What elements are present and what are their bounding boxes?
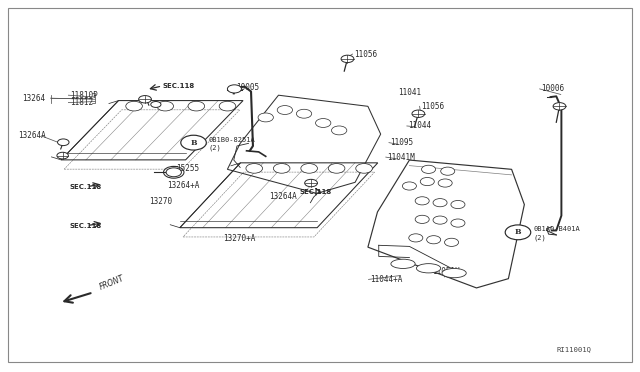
Text: 11810P: 11810P <box>70 91 97 100</box>
Circle shape <box>441 167 455 175</box>
Text: 11056: 11056 <box>354 49 377 58</box>
Text: 11044: 11044 <box>408 122 431 131</box>
Ellipse shape <box>417 264 441 273</box>
Text: 11041: 11041 <box>398 88 421 97</box>
Text: 13264A: 13264A <box>269 192 297 201</box>
Text: 11056: 11056 <box>421 102 444 111</box>
Text: FRONT: FRONT <box>98 273 125 292</box>
Text: 13264A: 13264A <box>19 131 46 141</box>
Circle shape <box>412 110 425 118</box>
Circle shape <box>409 234 423 242</box>
Circle shape <box>273 164 290 173</box>
Text: 0B1B0-8251A: 0B1B0-8251A <box>209 137 255 143</box>
Text: 11095: 11095 <box>390 138 413 147</box>
Circle shape <box>188 101 205 111</box>
Circle shape <box>403 182 417 190</box>
Text: 11812: 11812 <box>70 98 93 107</box>
Circle shape <box>422 165 436 173</box>
Circle shape <box>246 164 262 173</box>
Circle shape <box>451 201 465 209</box>
Text: 13270: 13270 <box>149 197 172 206</box>
Circle shape <box>296 109 312 118</box>
Text: SEC.118: SEC.118 <box>300 189 332 195</box>
Circle shape <box>227 85 241 93</box>
Text: SEC.118: SEC.118 <box>69 184 101 190</box>
Text: SEC.118: SEC.118 <box>163 83 195 89</box>
Circle shape <box>438 179 452 187</box>
Circle shape <box>553 103 566 110</box>
Text: 13270+A: 13270+A <box>223 234 255 244</box>
Text: 10005: 10005 <box>236 83 259 92</box>
Circle shape <box>166 168 181 177</box>
Ellipse shape <box>442 269 467 278</box>
Circle shape <box>151 102 161 108</box>
Text: 10006: 10006 <box>541 84 564 93</box>
Text: 11041M: 11041M <box>387 153 415 161</box>
Text: 11044+A: 11044+A <box>370 275 402 284</box>
Text: 13264+A: 13264+A <box>167 181 199 190</box>
Circle shape <box>427 235 441 244</box>
Text: 0B1A0-B401A: 0B1A0-B401A <box>533 226 580 232</box>
Text: B: B <box>190 139 197 147</box>
Circle shape <box>433 199 447 207</box>
Text: SEC.118: SEC.118 <box>69 223 101 229</box>
Circle shape <box>219 101 236 111</box>
Circle shape <box>445 238 459 246</box>
Circle shape <box>139 96 152 103</box>
Ellipse shape <box>391 259 415 269</box>
Circle shape <box>58 139 69 145</box>
Circle shape <box>126 101 142 111</box>
Text: B: B <box>515 228 521 236</box>
Circle shape <box>356 164 372 173</box>
Circle shape <box>301 164 317 173</box>
Circle shape <box>451 219 465 227</box>
Circle shape <box>433 216 447 224</box>
Circle shape <box>420 177 435 186</box>
Circle shape <box>157 101 173 111</box>
Circle shape <box>316 119 331 128</box>
Circle shape <box>258 113 273 122</box>
Text: (2): (2) <box>209 145 221 151</box>
Circle shape <box>341 55 354 62</box>
Circle shape <box>415 215 429 224</box>
Circle shape <box>505 225 531 240</box>
Circle shape <box>57 152 68 159</box>
Circle shape <box>332 126 347 135</box>
Circle shape <box>328 164 345 173</box>
Circle shape <box>415 197 429 205</box>
Circle shape <box>180 135 206 150</box>
Text: (2): (2) <box>533 234 546 241</box>
Text: RI11001Q: RI11001Q <box>556 346 591 352</box>
Text: 15255: 15255 <box>176 164 200 173</box>
Text: 13264: 13264 <box>22 94 45 103</box>
Circle shape <box>277 106 292 115</box>
Circle shape <box>305 179 317 187</box>
Text: 11051H: 11051H <box>433 267 460 276</box>
